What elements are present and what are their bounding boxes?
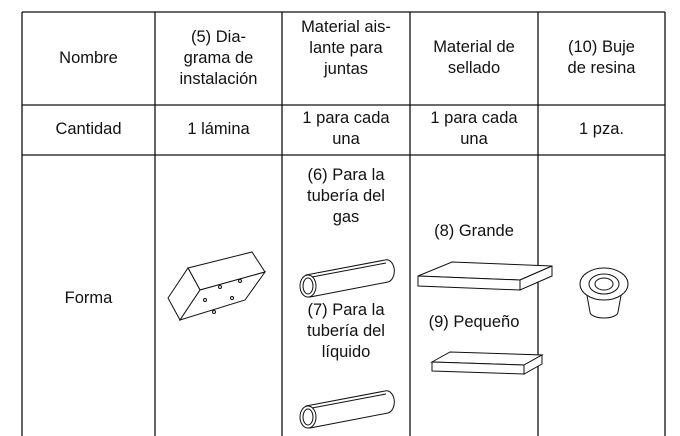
cell: 1 para cada una <box>302 109 390 148</box>
part-label: (6) Para la tubería del gas <box>307 166 385 226</box>
header-cell: Material ais- lante para juntas <box>301 18 391 78</box>
header-cell: (10) Buje de resina <box>567 38 636 77</box>
slab-icon <box>417 261 553 291</box>
header-cell: Nombre <box>59 49 118 67</box>
part-label: (7) Para la tubería del líquido <box>307 301 385 361</box>
pipe-icon <box>299 259 395 298</box>
row-label: Cantidad <box>55 120 122 138</box>
cell: 1 lámina <box>187 120 250 138</box>
bushing-icon <box>579 267 629 319</box>
part-label: (8) Grande <box>434 222 514 240</box>
cell: 1 pza. <box>579 120 624 138</box>
header-cell: Material de sellado <box>433 38 515 77</box>
part-label: (9) Pequeño <box>428 313 520 331</box>
sheet-icon <box>167 251 267 321</box>
header-cell: (5) Dia- grama de instalación <box>179 28 258 88</box>
slab-icon <box>430 351 544 375</box>
pipe-icon <box>299 390 395 429</box>
row-label: Forma <box>64 289 113 307</box>
cell: 1 para cada una <box>430 109 518 148</box>
